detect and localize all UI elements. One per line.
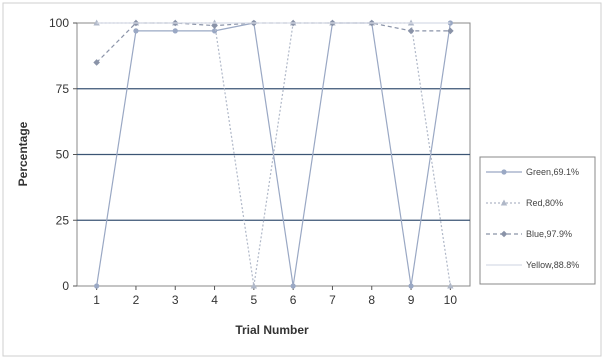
x-axis-title: Trial Number [235,323,309,337]
legend-marker [500,199,508,206]
x-tick-label: 9 [408,293,415,307]
legend-label: Yellow,88.8% [526,260,579,270]
y-tick-label: 25 [56,213,70,227]
data-point [211,28,218,34]
x-tick-label: 7 [329,293,336,307]
y-axis-title: Percentage [16,121,30,186]
x-tick-label: 3 [172,293,179,307]
data-point [447,282,454,289]
legend-box [479,156,596,285]
y-tick-labels: 0 25 50 75 100 [49,16,69,293]
y-tick-label: 50 [56,148,70,162]
legend-item: Green,69.1% [486,167,579,177]
legend-item: Red,80% [486,198,563,208]
y-tick-label: 0 [62,279,69,293]
x-tick-label: 6 [290,293,297,307]
data-point [250,282,258,289]
legend-item: Blue,97.9% [486,229,572,239]
y-tick-label: 75 [56,82,70,96]
data-point [290,283,296,289]
legend-marker [501,169,507,175]
series-line [96,22,451,287]
x-tick-label: 5 [251,293,258,307]
y-tick-label: 100 [49,16,69,30]
x-tick-label: 10 [444,293,458,307]
data-point [172,28,178,34]
x-tick-label: 4 [211,293,218,307]
data-point [211,22,218,29]
legend-item: Yellow,88.8% [486,260,579,270]
legend-marker [500,230,508,238]
series-line [96,22,451,63]
series-group [93,19,454,289]
x-tick-label: 1 [93,293,100,307]
data-point [447,27,454,35]
data-point [93,59,100,66]
x-tick-label: 2 [133,293,140,307]
data-point [133,28,139,34]
data-point [93,19,100,26]
legend-label: Blue,97.9% [526,229,572,239]
x-tick-label: 8 [368,293,375,307]
data-point [408,283,414,289]
legend: Green,69.1% Red,80% Blue,97.9% Yellow,88.8% [486,167,579,270]
data-point [94,283,100,289]
legend-label: Red,80% [526,198,563,208]
data-point [407,27,415,35]
legend-label: Green,69.1% [526,167,579,177]
x-tick-labels: 1 2 3 4 5 6 7 8 9 10 [93,293,457,307]
